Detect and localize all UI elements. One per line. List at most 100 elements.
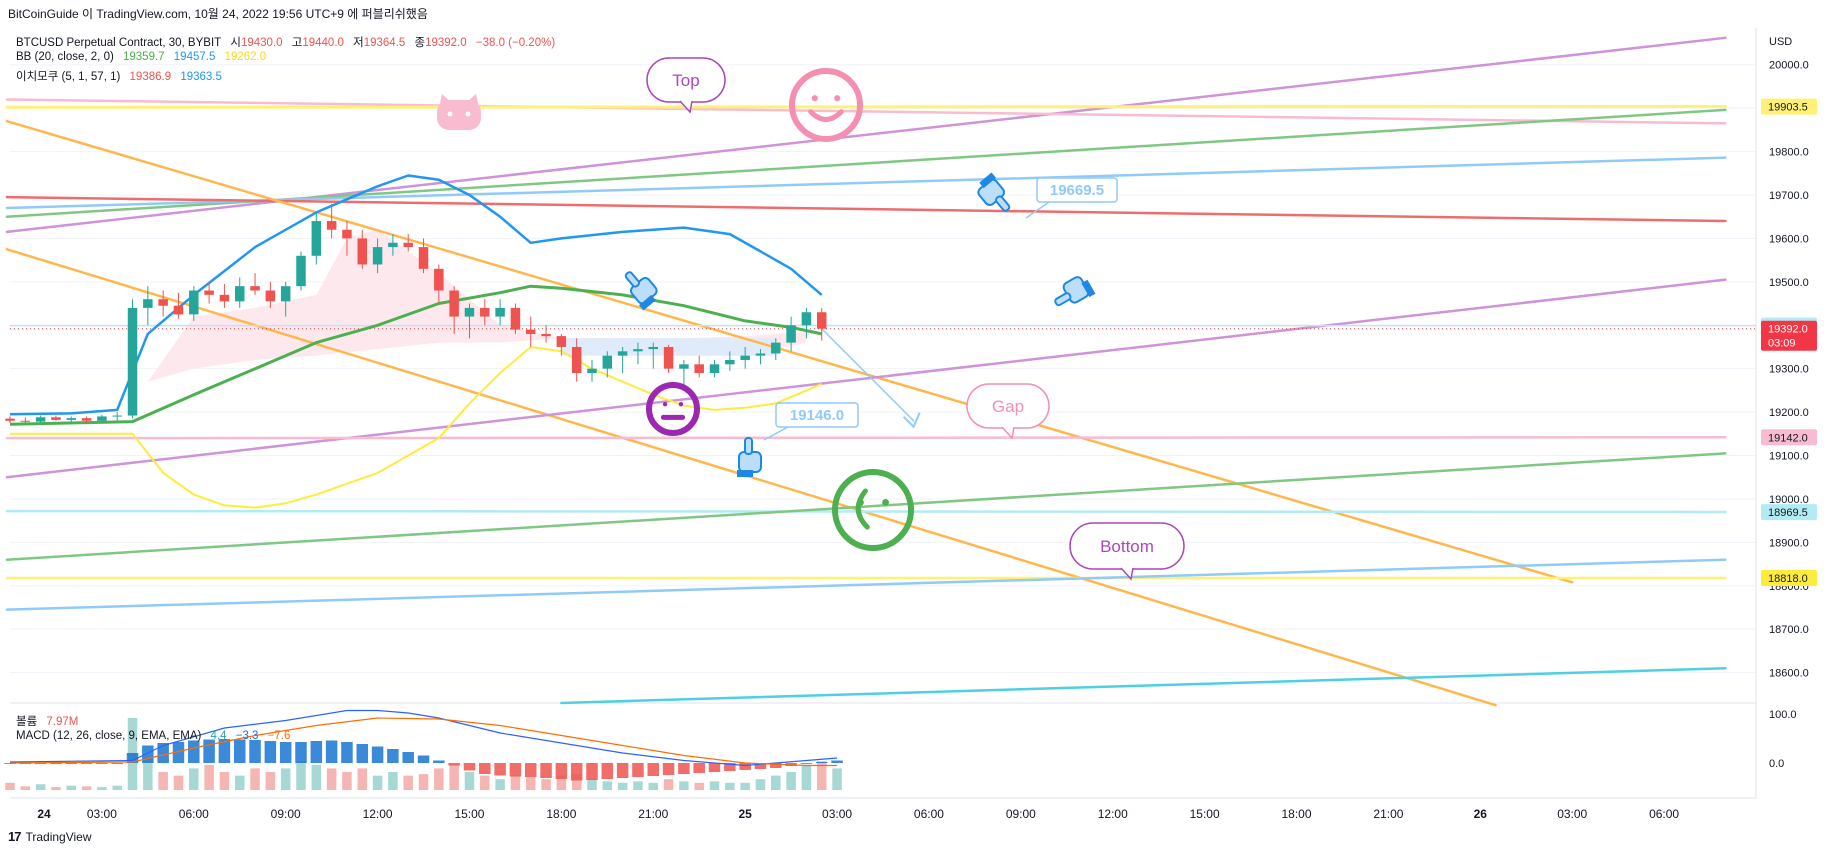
macd-hist-bar [601,763,614,779]
macd-hist-bar [111,763,123,764]
price-tag[interactable]: 19903.5 [1761,98,1817,115]
trendline[interactable] [5,278,1727,479]
price-note-1[interactable]: 19669.5 [1025,177,1118,219]
trendline[interactable] [5,36,1727,234]
candle-body [525,329,536,334]
candle-body [510,307,521,330]
neutral-face-icon[interactable] [646,382,700,436]
trendlines[interactable] [5,36,1756,707]
time-tick-label: 09:00 [1006,807,1036,821]
neutral-face-icon-eye [662,402,668,407]
volume-bar [816,761,827,790]
price-note-1-tail [1025,201,1050,219]
macd-hist-bar [570,763,583,781]
macd-hist-bar [218,739,231,763]
volume-bar [602,781,613,790]
price-note-2[interactable]: 19146.0 [763,402,859,441]
candle-body [388,242,398,248]
trendline[interactable] [5,119,1574,584]
trendline[interactable] [5,248,1497,707]
macd-line [9,709,838,767]
volume-bar [388,772,398,790]
annotation-top[interactable]: Top [646,57,726,114]
volume-bar [525,777,536,790]
trendline[interactable] [5,436,1727,440]
macd-signal-line [9,717,838,767]
candle-body [480,307,490,317]
trendline[interactable] [5,156,1727,210]
trendline[interactable] [5,104,1727,109]
candle-body [265,290,276,302]
price-tag[interactable]: 19392.0 03:09 [1761,320,1817,351]
worried-face-icon[interactable] [832,469,914,551]
candle [786,316,796,352]
candle [709,359,720,378]
volume-bar [66,785,77,790]
pointing-hand-icon-3-cuff [1081,279,1096,298]
volume-bar [35,784,46,790]
macd-hist-bar [341,742,353,763]
macd-hist-bar [4,763,16,764]
macd-hist-bar [295,742,307,763]
smile-face-icon[interactable] [789,68,863,142]
candle-body [679,364,689,369]
trendline[interactable] [820,327,915,422]
annotation-gap[interactable]: Gap [966,383,1050,440]
price-axis[interactable]: USD20000.019900.019800.019700.019600.019… [1761,36,1817,770]
annotation-bottom[interactable]: Bottom [1069,522,1185,581]
candle-body [280,286,291,302]
candle [20,417,31,425]
macd-hist-bar [417,755,430,763]
cat-ears [439,94,479,108]
candle [372,238,383,274]
macd-hist-bar [632,763,644,777]
pointing-hand-icon-3[interactable] [1050,273,1096,313]
ichimoku-a-value: 19386.9 [129,71,172,83]
macd-hist-bar [157,743,169,763]
price-tick-label: 18600.0 [1769,668,1809,680]
trendline[interactable] [560,667,1727,705]
macd-hist-bar [479,763,491,774]
price-change: −38.0 (−0.20%) [475,37,556,49]
volume-bar [755,779,766,790]
macd-hist-bar [279,742,292,763]
trendline[interactable] [5,452,1727,561]
time-axis[interactable]: 24 03:00 06:00 09:00 12:00 15:00 18:00 21:00 25 0… [37,807,1679,821]
candle [388,234,398,256]
macd-hist-bar [19,763,32,764]
candle [571,338,582,382]
ohlc-open: 시19430.0 [230,37,283,49]
volume-bar [81,786,92,790]
candle [66,416,77,424]
ichimoku-legend: 이치모쿠 (5, 1, 57, 1) 19386.9 19363.5 [16,68,228,84]
trendline[interactable] [5,509,1727,514]
price-tick-label: 18700.0 [1769,624,1809,636]
price-tag[interactable]: 18969.5 [1761,504,1817,521]
worried-face-icon-eye [882,498,889,506]
pointing-hand-icon-2[interactable] [973,172,1016,217]
candle-body [127,307,138,416]
trendline[interactable] [5,195,1727,223]
tradingview-brand[interactable]: 17 TradingView [8,829,92,844]
ichimoku-label: 이치모쿠 (5, 1, 57, 1) [16,71,121,83]
pointing-hand-icon-1[interactable] [618,265,661,311]
volume-bar [709,781,720,790]
time-tick-label: 03:00 [87,807,117,821]
macd-hist-bar [233,739,246,763]
candle [602,351,613,378]
trendline[interactable] [5,558,1727,611]
bb-legend: BB (20, close, 2, 0) 19359.7 19457.5 192… [16,51,272,63]
smile-face-icon-eye [811,95,818,102]
price-tag[interactable]: 19142.0 [1761,429,1817,446]
annotation-gap-text: Gap [992,397,1024,416]
time-tick-label: 03:00 [822,807,852,821]
candle [434,264,444,304]
trendline[interactable] [5,98,1727,125]
pointing-hand-icon-4[interactable] [737,437,762,477]
volume-bar [679,781,689,790]
annotations[interactable]: Top Gap Bottom 19669.5 19146.0 [437,57,1185,581]
volume-bar [51,787,61,790]
volume-bar [5,782,15,790]
price-tag[interactable]: 18818.0 [1761,569,1817,586]
